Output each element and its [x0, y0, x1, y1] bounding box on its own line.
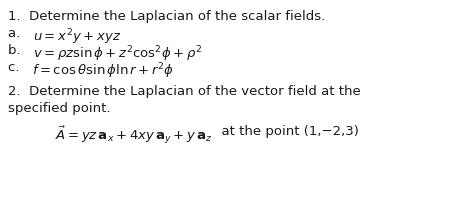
Text: $f = \cos\theta\sin\phi\ln r + r^{2}\phi$: $f = \cos\theta\sin\phi\ln r + r^{2}\phi…: [32, 61, 174, 81]
Text: 1.  Determine the Laplacian of the scalar fields.: 1. Determine the Laplacian of the scalar…: [8, 10, 325, 23]
Text: at the point (1,−2,3): at the point (1,−2,3): [213, 125, 358, 138]
Text: c.: c.: [8, 61, 32, 74]
Text: a.: a.: [8, 27, 33, 40]
Text: $\vec{A} = yz\,\mathbf{a}_{x} + 4xy\,\mathbf{a}_{y} + y\,\mathbf{a}_{z}$: $\vec{A} = yz\,\mathbf{a}_{x} + 4xy\,\ma…: [55, 125, 213, 146]
Text: specified point.: specified point.: [8, 102, 110, 115]
Text: 2.  Determine the Laplacian of the vector field at the: 2. Determine the Laplacian of the vector…: [8, 85, 361, 98]
Text: b.: b.: [8, 44, 33, 57]
Text: $v = \rho z \sin \phi + z^{2} \cos^{2}\!\phi + \rho^{2}$: $v = \rho z \sin \phi + z^{2} \cos^{2}\!…: [33, 44, 202, 64]
Text: $u = x^{2}y + xyz$: $u = x^{2}y + xyz$: [33, 27, 121, 47]
